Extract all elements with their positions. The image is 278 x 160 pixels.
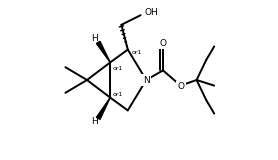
Text: O: O	[177, 82, 184, 91]
Text: H: H	[91, 117, 98, 126]
Text: or1: or1	[113, 66, 123, 71]
Text: or1: or1	[113, 92, 123, 97]
Text: H: H	[91, 34, 98, 43]
Text: OH: OH	[145, 8, 158, 16]
Polygon shape	[96, 41, 110, 62]
Text: N: N	[143, 76, 150, 84]
Polygon shape	[96, 98, 110, 119]
Text: O: O	[160, 39, 167, 48]
Text: or1: or1	[132, 49, 142, 55]
